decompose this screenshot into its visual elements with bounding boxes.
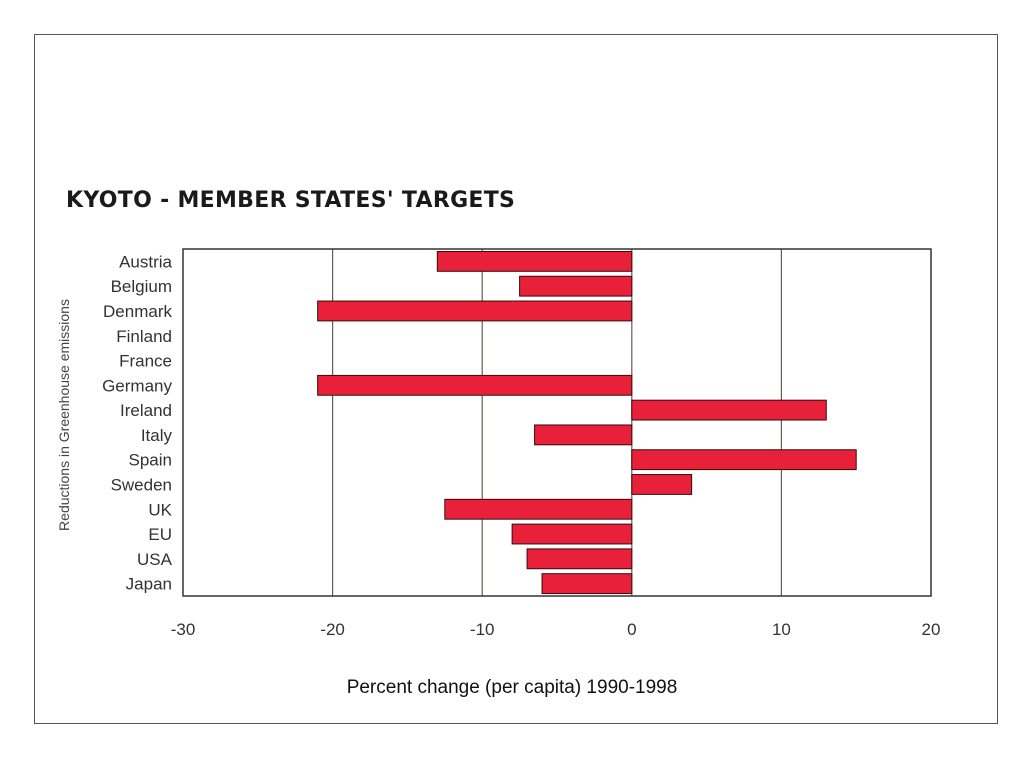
plot-area-border <box>182 248 932 597</box>
bar-denmark <box>317 300 633 322</box>
category-label: UK <box>148 500 172 519</box>
bars <box>317 250 857 595</box>
bar-spain <box>631 449 857 471</box>
category-label: USA <box>137 550 173 569</box>
category-label: Japan <box>126 575 172 594</box>
x-tick-label: 0 <box>627 620 636 639</box>
bar-japan <box>541 573 633 595</box>
bar-eu <box>511 523 633 545</box>
bar-sweden <box>631 474 693 495</box>
category-label: Germany <box>102 376 172 395</box>
x-tick-labels: -30 -20 -10 0 10 20 <box>171 620 941 639</box>
category-label: Finland <box>116 327 172 346</box>
bar-usa <box>526 548 633 570</box>
category-label: EU <box>148 525 172 544</box>
category-label: Belgium <box>111 277 172 296</box>
category-label: Austria <box>119 252 172 271</box>
bar-austria <box>436 250 633 272</box>
x-axis-caption: Percent change (per capita) 1990-1998 <box>346 677 678 698</box>
chart-title: KYOTO - MEMBER STATES' TARGETS <box>66 188 516 213</box>
bar-germany <box>317 374 633 396</box>
category-label: Sweden <box>111 475 172 494</box>
category-label: France <box>119 352 172 371</box>
category-label: Ireland <box>120 401 172 420</box>
x-tick-label: -20 <box>320 620 345 639</box>
category-label: Denmark <box>103 302 172 321</box>
bar-belgium <box>519 275 633 297</box>
x-tick-label: 20 <box>922 620 941 639</box>
category-label: Spain <box>129 451 172 470</box>
category-label: Italy <box>141 426 173 445</box>
bar-uk <box>444 498 633 520</box>
x-tick-label: -10 <box>470 620 495 639</box>
bar-italy <box>534 424 633 446</box>
x-tick-label: -30 <box>171 620 196 639</box>
x-tick-label: 10 <box>772 620 791 639</box>
bar-ireland <box>631 399 827 421</box>
category-labels: Austria Belgium Denmark Finland France German… <box>102 252 173 593</box>
